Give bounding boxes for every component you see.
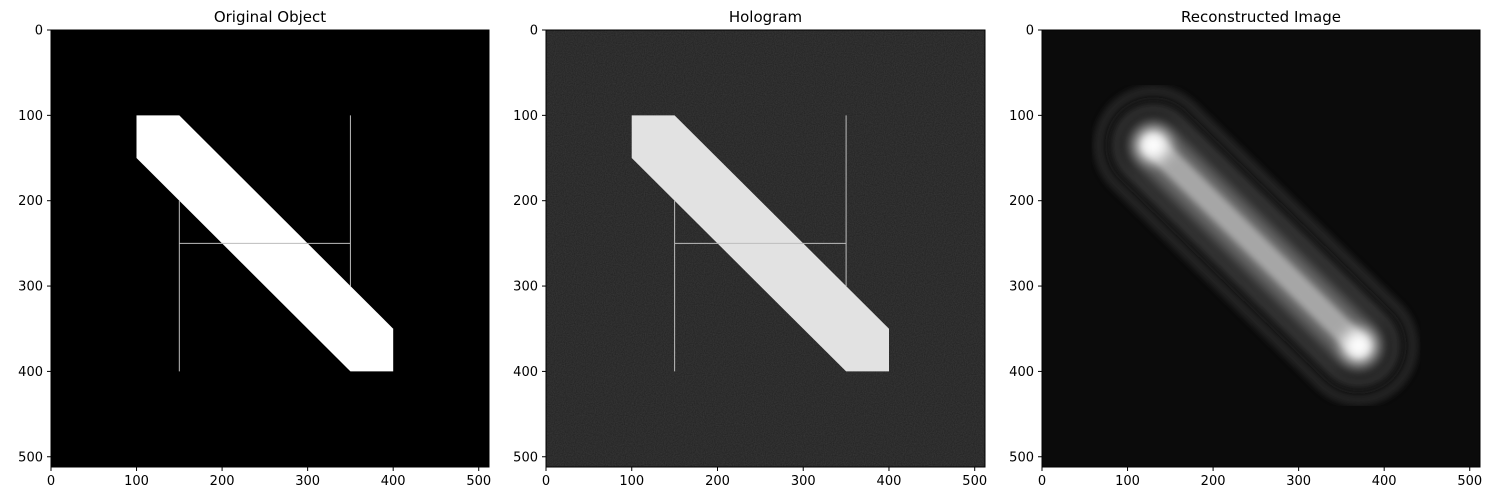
x-tick-label: 300 [295,474,320,489]
panel-title: Original Object [214,8,326,26]
y-tick-label: 200 [18,194,43,209]
x-tick-label: 400 [877,474,902,489]
axes-frame [1041,29,1481,468]
y-tick-label: 400 [1009,365,1034,380]
axes-frame [545,29,986,468]
y-tick-label: 0 [530,24,538,39]
x-tick-label: 100 [124,474,149,489]
image-area [546,30,985,467]
y-tick-label: 0 [1026,24,1034,39]
panel-3: Reconstructed Image 0 100 200 300 400 500 0 100 2… [1009,8,1482,489]
x-tick-label: 500 [466,474,491,489]
bright-spot-2 [1342,329,1375,362]
x-tick-label: 200 [210,474,235,489]
y-tick-label: 100 [1009,109,1034,124]
x-tick-label: 0 [1038,474,1046,489]
y-tick-label: 100 [513,109,538,124]
x-tick-label: 200 [705,474,730,489]
panel-title: Reconstructed Image [1181,8,1341,26]
image-area [51,30,489,467]
x-tick-label: 400 [381,474,406,489]
x-tick-label: 100 [619,474,644,489]
x-tick-label: 500 [962,474,987,489]
panel-2: Hologram 0 100 200 300 400 500 0 100 200 300 400 500 [513,8,987,489]
y-tick-label: 500 [18,450,43,465]
y-tick-label: 100 [18,109,43,124]
y-tick-label: 200 [1009,194,1034,209]
y-tick-label: 300 [513,280,538,295]
panel-title: Hologram [729,8,802,26]
x-tick-label: 100 [1115,474,1140,489]
y-tick-label: 400 [513,365,538,380]
reconstructed-band-core [1142,134,1370,357]
x-tick-label: 200 [1201,474,1226,489]
y-tick-label: 300 [18,280,43,295]
y-tick-label: 0 [35,24,43,39]
panel-1: Original Object 0 100 200 300 400 500 0 100 200 30… [18,8,491,489]
y-tick-label: 200 [513,194,538,209]
y-tick-label: 500 [1009,450,1034,465]
x-tick-label: 300 [1286,474,1311,489]
x-tick-label: 500 [1457,474,1482,489]
y-tick-label: 300 [1009,280,1034,295]
axes-frame [50,29,490,468]
y-tick-label: 400 [18,365,43,380]
image-area [1042,30,1480,467]
x-tick-label: 300 [791,474,816,489]
bright-spot-1 [1137,129,1170,162]
x-tick-label: 400 [1372,474,1397,489]
x-tick-label: 0 [542,474,550,489]
y-tick-label: 500 [513,450,538,465]
x-tick-label: 0 [47,474,55,489]
